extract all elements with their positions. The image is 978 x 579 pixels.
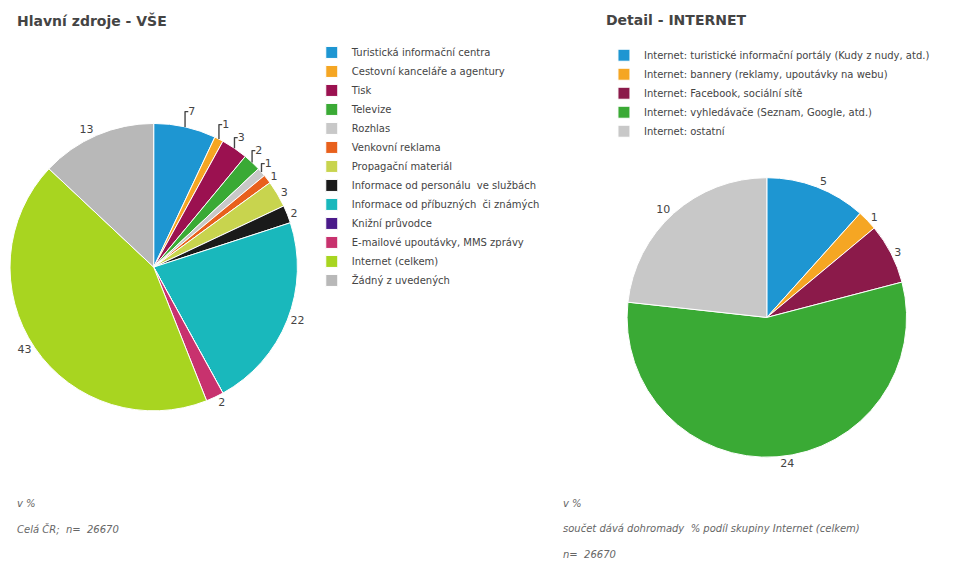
svg-text:Detail - INTERNET: Detail - INTERNET xyxy=(606,12,747,28)
svg-text:5: 5 xyxy=(820,175,827,188)
svg-text:Internet: vyhledávače (Seznam,: Internet: vyhledávače (Seznam, Google, a… xyxy=(644,107,872,118)
svg-text:v %: v % xyxy=(17,498,36,509)
svg-text:1: 1 xyxy=(270,170,277,183)
svg-text:2: 2 xyxy=(291,207,298,220)
svg-text:Knižní průvodce: Knižní průvodce xyxy=(352,218,432,229)
svg-text:Internet: ostatní: Internet: ostatní xyxy=(644,126,726,137)
svg-text:Propagační materiál: Propagační materiál xyxy=(352,161,452,172)
svg-text:22: 22 xyxy=(291,314,305,327)
svg-text:Tisk: Tisk xyxy=(351,85,372,96)
svg-text:n= 26670: n= 26670 xyxy=(563,549,616,560)
svg-text:Internet: bannery (reklamy, up: Internet: bannery (reklamy, upoutávky na… xyxy=(644,69,888,80)
svg-text:7: 7 xyxy=(188,105,195,118)
svg-text:Rozhlas: Rozhlas xyxy=(352,123,390,134)
svg-text:Turistická informační centra: Turistická informační centra xyxy=(351,47,491,58)
svg-text:Internet (celkem): Internet (celkem) xyxy=(352,256,439,267)
svg-text:Žádný z uvedených: Žádný z uvedených xyxy=(352,274,450,286)
svg-text:24: 24 xyxy=(780,457,794,470)
svg-text:3: 3 xyxy=(281,186,288,199)
svg-text:Informace od příbuzných či zn: Informace od příbuzných či známých xyxy=(352,199,540,210)
svg-text:13: 13 xyxy=(79,123,93,136)
svg-text:součet dává dohromady % podíl: součet dává dohromady % podíl skupiny In… xyxy=(563,523,860,534)
svg-text:1: 1 xyxy=(222,118,229,131)
svg-text:1: 1 xyxy=(265,157,272,170)
svg-text:3: 3 xyxy=(238,131,245,144)
svg-text:E-mailové upoutávky, MMS zpráv: E-mailové upoutávky, MMS zprávy xyxy=(352,237,524,248)
svg-text:2: 2 xyxy=(218,396,225,409)
svg-text:10: 10 xyxy=(656,203,670,216)
svg-text:1: 1 xyxy=(871,211,878,224)
svg-text:3: 3 xyxy=(894,246,901,259)
svg-text:2: 2 xyxy=(255,144,262,157)
svg-text:Internet: Facebook, sociální s: Internet: Facebook, sociální sítě xyxy=(644,88,802,99)
svg-text:Internet: turistické informačn: Internet: turistické informační portály … xyxy=(644,50,929,61)
svg-text:Venkovní reklama: Venkovní reklama xyxy=(352,142,441,153)
svg-text:Hlavní zdroje - VŠE: Hlavní zdroje - VŠE xyxy=(17,12,167,29)
svg-text:Cestovní kanceláře a agentury: Cestovní kanceláře a agentury xyxy=(352,66,505,77)
svg-text:Celá ČR; n= 26670: Celá ČR; n= 26670 xyxy=(17,523,119,535)
svg-text:v %: v % xyxy=(563,498,582,509)
svg-text:Informace od personálu ve slu: Informace od personálu ve službách xyxy=(352,180,536,191)
svg-text:Televize: Televize xyxy=(351,104,392,115)
svg-text:43: 43 xyxy=(18,343,32,356)
